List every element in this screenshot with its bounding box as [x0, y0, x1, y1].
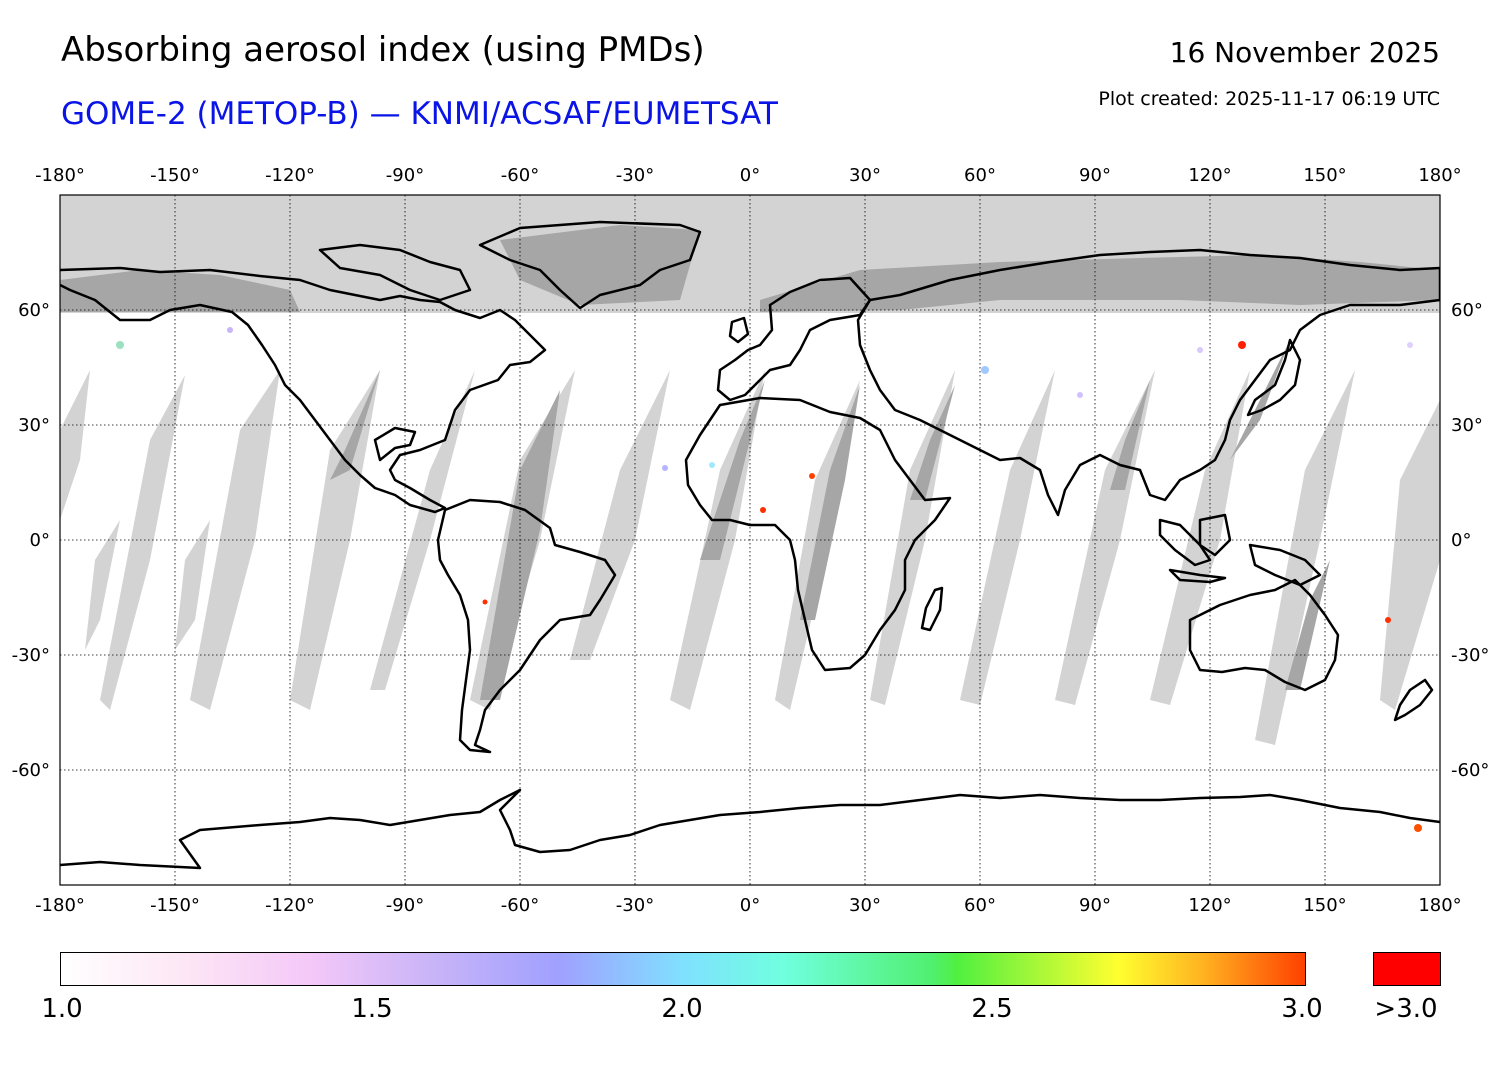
colorbar-over-label: >3.0	[1374, 994, 1438, 1024]
colorbar-over-box	[1373, 952, 1441, 986]
map-date: 16 November 2025	[1169, 36, 1440, 69]
colorbar-label: 2.0	[661, 994, 703, 1024]
lat-label: -30°	[12, 645, 50, 666]
coastlines	[60, 220, 1440, 870]
map-figure: -180° -150° -120° -90° -60° -30° 0° 30° …	[12, 165, 1490, 916]
colorbar-label: 3.0	[1281, 994, 1323, 1024]
lon-label: -90°	[386, 165, 424, 186]
eurasia-shade	[760, 255, 1440, 312]
lon-label: 150°	[1303, 895, 1346, 916]
lon-label: 90°	[1079, 895, 1111, 916]
polar-night-area	[60, 270, 300, 312]
lon-label: -30°	[616, 165, 654, 186]
lat-label: 30°	[18, 415, 50, 436]
lat-label: 0°	[30, 530, 50, 551]
lon-label: -60°	[501, 165, 539, 186]
lon-label: -120°	[265, 895, 315, 916]
lon-label: -120°	[265, 165, 315, 186]
lon-label: 150°	[1303, 165, 1346, 186]
lon-label: 120°	[1188, 895, 1231, 916]
colorbar-label: 1.0	[41, 994, 83, 1024]
lon-label: 120°	[1188, 165, 1231, 186]
lon-label: 30°	[849, 165, 881, 186]
lon-label: -90°	[386, 895, 424, 916]
colorbar	[60, 952, 1306, 986]
lon-label: -150°	[150, 165, 200, 186]
lat-label: -60°	[12, 760, 50, 781]
plot-created: Plot created: 2025-11-17 06:19 UTC	[1098, 88, 1440, 110]
map-title: Absorbing aerosol index (using PMDs)	[61, 30, 705, 70]
lat-label: 30°	[1451, 415, 1483, 436]
greenland-shade	[500, 225, 700, 305]
map-frame	[59, 194, 1441, 886]
lat-label: 60°	[18, 300, 50, 321]
aerosol-detections	[116, 327, 1422, 832]
lon-label: -60°	[501, 895, 539, 916]
lon-label: 180°	[1418, 165, 1461, 186]
colorbar-label: 2.5	[971, 994, 1013, 1024]
lat-label: 60°	[1451, 300, 1483, 321]
grid-lines	[60, 195, 1440, 885]
lat-label: -60°	[1451, 760, 1489, 781]
lon-label: 60°	[964, 895, 996, 916]
lat-label: -30°	[1451, 645, 1489, 666]
lon-label: 90°	[1079, 165, 1111, 186]
lon-label: -180°	[35, 895, 85, 916]
lon-label: -30°	[616, 895, 654, 916]
lat-label: 0°	[1451, 530, 1471, 551]
lon-labels-top: -180° -150° -120° -90° -60° -30° 0° 30° …	[35, 165, 1462, 186]
lon-labels-bottom: -180° -150° -120° -90° -60° -30° 0° 30° …	[35, 895, 1462, 916]
lat-labels-left: 60° 30° 0° -30° -60°	[12, 300, 50, 781]
colorbar-label: 1.5	[351, 994, 393, 1024]
lon-label: -180°	[35, 165, 85, 186]
lon-label: -150°	[150, 895, 200, 916]
lon-label: 60°	[964, 165, 996, 186]
lon-label: 0°	[740, 895, 760, 916]
lon-label: 30°	[849, 895, 881, 916]
lat-labels-right: 60° 30° 0° -30° -60°	[1451, 300, 1489, 781]
lon-label: 0°	[740, 165, 760, 186]
map-subtitle: GOME-2 (METOP-B) — KNMI/ACSAF/EUMETSAT	[61, 96, 778, 132]
lon-label: 180°	[1418, 895, 1461, 916]
